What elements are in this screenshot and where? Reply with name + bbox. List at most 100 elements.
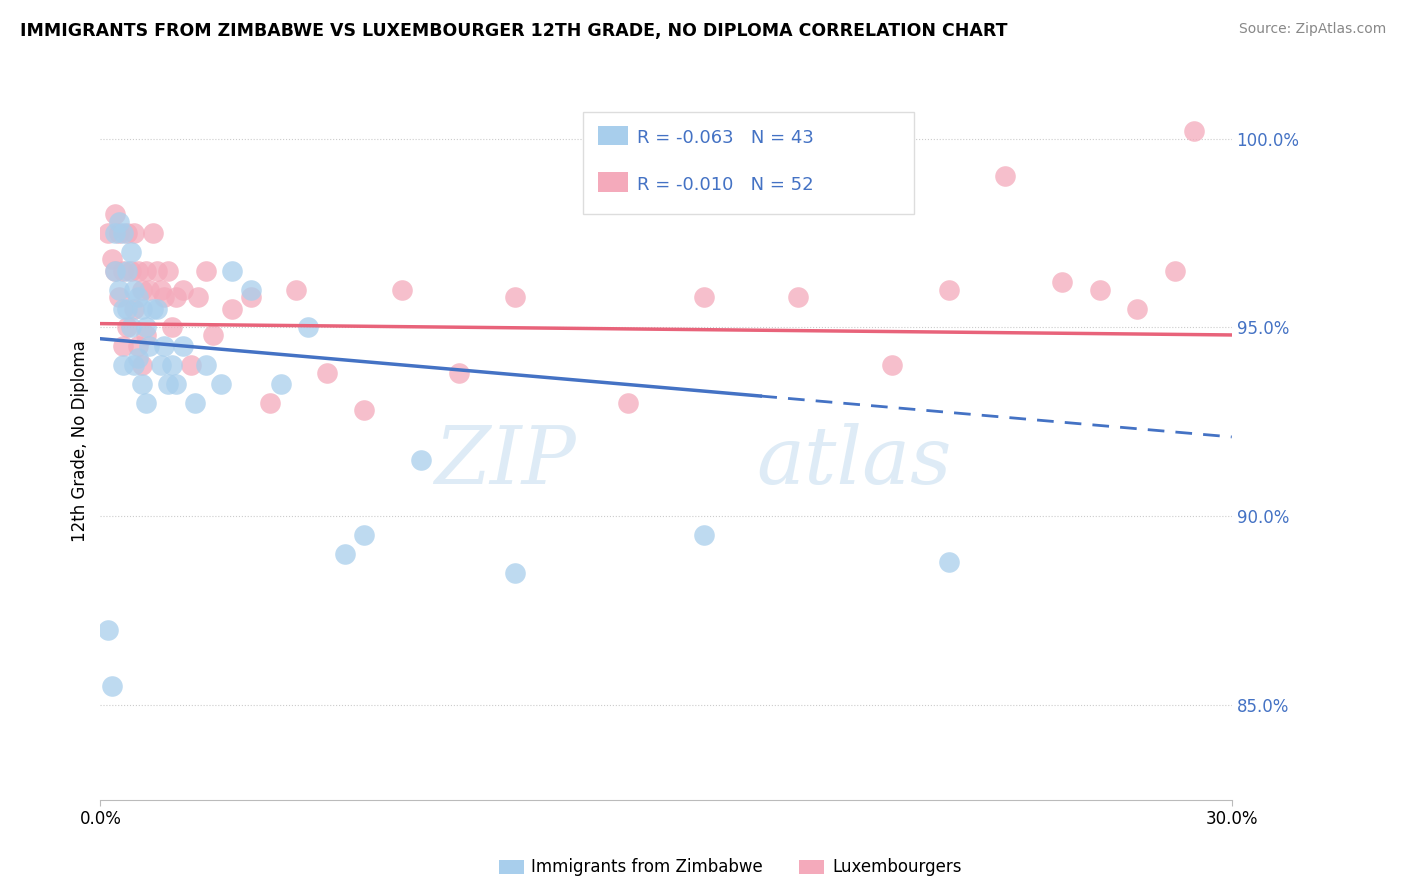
Point	[120, 320, 142, 334]
Point	[111, 301, 134, 316]
Point	[115, 301, 138, 316]
Point	[209, 377, 232, 392]
Point	[391, 283, 413, 297]
Point	[131, 301, 153, 316]
Text: Immigrants from Zimbabwe: Immigrants from Zimbabwe	[531, 858, 763, 876]
Point	[108, 290, 131, 304]
Point	[165, 290, 187, 304]
Point	[1050, 275, 1073, 289]
Point	[180, 358, 202, 372]
Point	[108, 214, 131, 228]
Point	[259, 396, 281, 410]
Point	[693, 528, 716, 542]
Point	[115, 320, 138, 334]
Point	[153, 290, 176, 304]
Point	[135, 264, 157, 278]
Point	[160, 320, 183, 334]
Point	[131, 377, 153, 392]
Point	[693, 290, 716, 304]
Point	[115, 264, 138, 278]
Point	[142, 301, 165, 316]
Point	[108, 283, 131, 297]
Point	[149, 358, 172, 372]
Point	[315, 366, 337, 380]
Text: IMMIGRANTS FROM ZIMBABWE VS LUXEMBOURGER 12TH GRADE, NO DIPLOMA CORRELATION CHAR: IMMIGRANTS FROM ZIMBABWE VS LUXEMBOURGER…	[20, 22, 1007, 40]
Point	[124, 301, 146, 316]
Point	[127, 290, 149, 304]
Point	[172, 339, 194, 353]
Point	[104, 207, 127, 221]
Point	[131, 283, 153, 297]
Point	[938, 555, 960, 569]
Point	[1182, 124, 1205, 138]
Point	[1164, 264, 1187, 278]
Point	[617, 396, 640, 410]
Point	[138, 283, 160, 297]
Point	[135, 396, 157, 410]
Point	[97, 623, 120, 637]
Point	[447, 366, 470, 380]
Point	[183, 396, 205, 410]
Text: R = -0.010   N = 52: R = -0.010 N = 52	[637, 176, 814, 194]
Point	[135, 328, 157, 343]
Point	[285, 283, 308, 297]
Point	[270, 377, 292, 392]
Point	[297, 320, 319, 334]
Point	[153, 339, 176, 353]
Point	[146, 264, 169, 278]
Point	[353, 403, 375, 417]
Point	[138, 339, 160, 353]
Point	[409, 452, 432, 467]
Point	[787, 290, 810, 304]
Point	[335, 547, 357, 561]
Point	[172, 283, 194, 297]
Point	[938, 283, 960, 297]
Text: R = -0.063   N = 43: R = -0.063 N = 43	[637, 129, 814, 147]
Point	[353, 528, 375, 542]
Point	[994, 169, 1017, 184]
Point	[194, 358, 217, 372]
Point	[127, 351, 149, 365]
Point	[187, 290, 209, 304]
Point	[127, 264, 149, 278]
Point	[115, 226, 138, 240]
Point	[104, 226, 127, 240]
Point	[149, 283, 172, 297]
Point	[1126, 301, 1149, 316]
Point	[240, 290, 263, 304]
Point	[202, 328, 225, 343]
Point	[157, 377, 180, 392]
Point	[124, 358, 146, 372]
Point	[221, 264, 243, 278]
Text: Source: ZipAtlas.com: Source: ZipAtlas.com	[1239, 22, 1386, 37]
Y-axis label: 12th Grade, No Diploma: 12th Grade, No Diploma	[72, 340, 89, 541]
Text: Luxembourgers: Luxembourgers	[832, 858, 962, 876]
Point	[131, 358, 153, 372]
Point	[111, 264, 134, 278]
Point	[240, 283, 263, 297]
Point	[111, 339, 134, 353]
Point	[882, 358, 904, 372]
Point	[221, 301, 243, 316]
Point	[503, 290, 526, 304]
Text: atlas: atlas	[756, 424, 952, 501]
Point	[157, 264, 180, 278]
Point	[194, 264, 217, 278]
Point	[142, 226, 165, 240]
Text: ZIP: ZIP	[434, 424, 575, 501]
Point	[111, 226, 134, 240]
Point	[503, 566, 526, 580]
Point	[104, 264, 127, 278]
Point	[165, 377, 187, 392]
Point	[135, 320, 157, 334]
Point	[1088, 283, 1111, 297]
Point	[100, 252, 122, 267]
Point	[124, 283, 146, 297]
Point	[120, 264, 142, 278]
Point	[160, 358, 183, 372]
Point	[146, 301, 169, 316]
Point	[100, 679, 122, 693]
Point	[97, 226, 120, 240]
Point	[104, 264, 127, 278]
Point	[111, 358, 134, 372]
